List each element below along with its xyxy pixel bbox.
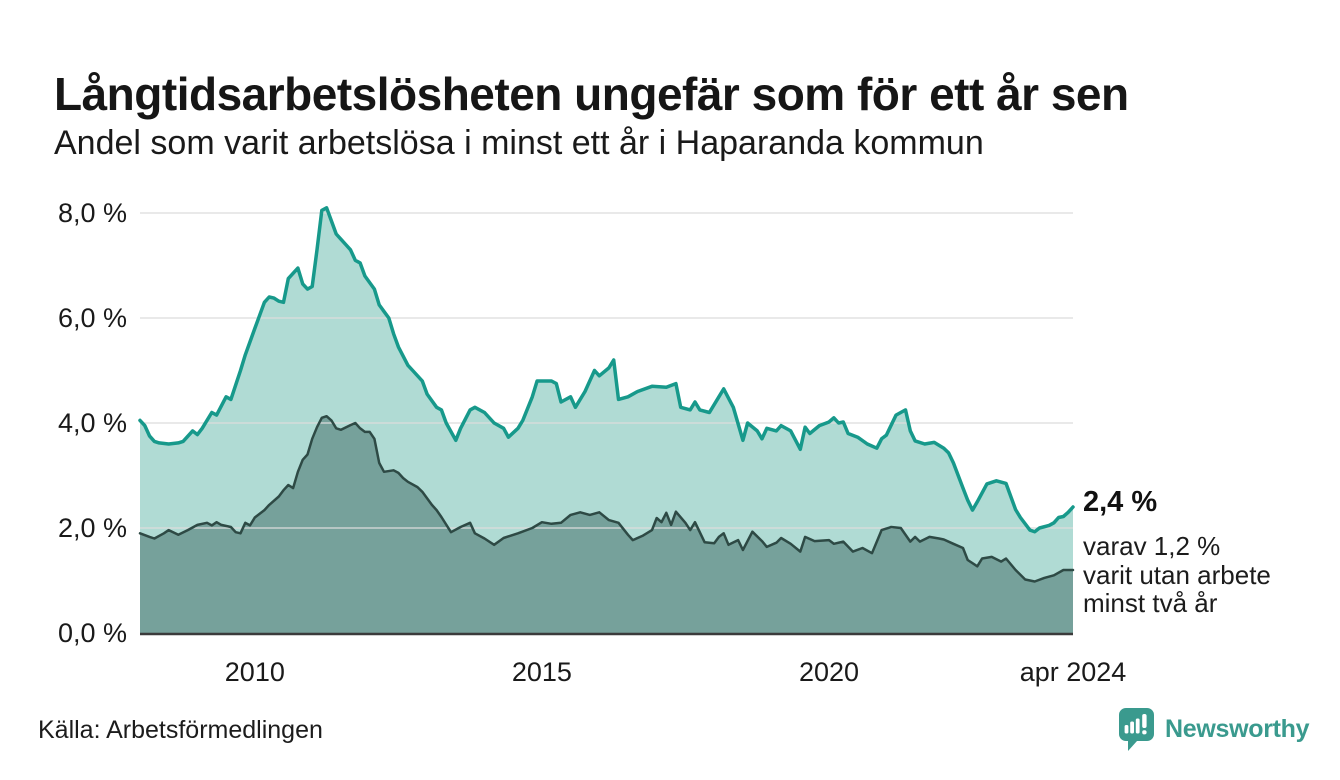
annotation-detail-text: varav 1,2 % varit utan arbete minst två … <box>1083 532 1271 618</box>
x-axis-tick-label: 2010 <box>224 657 285 687</box>
chart-title: Långtidsarbetslösheten ungefär som för e… <box>54 67 1129 120</box>
y-axis-tick-label: 2,0 % <box>57 513 127 543</box>
chart-subtitle: Andel som varit arbetslösa i minst ett å… <box>54 124 984 162</box>
newsworthy-logo-text: Newsworthy <box>1165 714 1310 743</box>
annotation-detail-line: minst två år <box>1083 588 1218 618</box>
logo-bar-small <box>1124 725 1129 734</box>
x-axis-tick-label: 2020 <box>798 657 860 687</box>
logo-bar-tall <box>1135 718 1140 734</box>
logo-exclamation-dot <box>1142 730 1147 735</box>
line-minst-tva-ar <box>138 414 1075 583</box>
y-axis-tick-label: 0,0 % <box>57 618 127 648</box>
source-text: Källa: Arbetsförmedlingen <box>38 716 323 744</box>
newsworthy-logo-icon <box>1119 708 1154 751</box>
y-axis-tick-label: 8,0 % <box>57 198 127 228</box>
area-fill-minst-tva-ar <box>140 416 1073 633</box>
newsworthy-logo: Newsworthy <box>1116 706 1310 752</box>
latest-value-label: 2,4 % <box>1083 486 1158 518</box>
annotation-detail-line: varit utan arbete <box>1083 559 1271 590</box>
logo-bar-medium <box>1130 721 1134 734</box>
y-axis-tick-label: 4,0 % <box>57 408 127 438</box>
x-axis-tick-label: 2015 <box>511 657 572 687</box>
x-axis-tick-label: apr 2024 <box>1019 657 1127 687</box>
line-minst-ett-ar <box>138 206 1075 534</box>
y-axis-tick-label: 6,0 % <box>57 303 127 333</box>
logo-exclamation-bar <box>1142 714 1147 728</box>
annotation-detail-line: varav 1,2 % <box>1083 531 1221 561</box>
